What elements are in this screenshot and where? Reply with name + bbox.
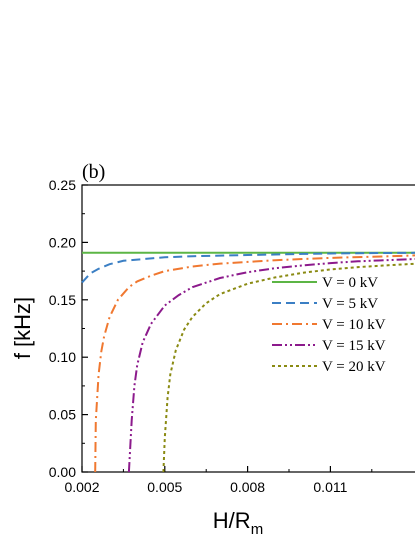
legend-label-5: V = 20 kV — [322, 359, 386, 375]
legend-label-4: V = 15 kV — [322, 338, 386, 354]
y-tick-label: 0.25 — [49, 177, 76, 193]
x-axis-label-subscript: m — [251, 521, 264, 537]
panel-label: (b) — [82, 161, 105, 183]
legend-label-2: V = 5 kV — [322, 296, 378, 312]
x-tick-label: 0.008 — [230, 479, 265, 495]
y-tick-label: 0.20 — [49, 234, 76, 250]
series-line-2 — [81, 251, 415, 284]
series-line-5 — [162, 262, 415, 473]
y-tick-label: 0.10 — [49, 349, 76, 365]
y-tick-label: 0.05 — [49, 407, 76, 423]
series-line-3 — [94, 254, 415, 473]
series-lines — [81, 251, 415, 473]
x-axis-label-main: H/R — [213, 508, 251, 533]
legend-label-1: V = 0 kV — [322, 275, 378, 291]
x-tick-label: 0.002 — [64, 479, 99, 495]
x-tick-label: 0.011 — [313, 479, 347, 495]
plot-area: 0.00 0.05 0.10 0.15 0.20 0.25 0.002 0.005 0.008 0… — [49, 177, 415, 495]
x-tick-label: 0.005 — [147, 479, 182, 495]
y-axis-label: f [kHz] — [10, 297, 35, 359]
series-line-4 — [127, 257, 415, 473]
legend-label-3: V = 10 kV — [322, 317, 386, 333]
y-tick-label: 0.00 — [49, 464, 76, 480]
legend: V = 0 kV V = 5 kV V = 10 kV V = 15 kV V = 20… — [272, 275, 386, 375]
x-axis-label: H/Rm — [213, 508, 263, 537]
y-tick-label: 0.15 — [49, 292, 76, 308]
ticks: 0.00 0.05 0.10 0.15 0.20 0.25 0.002 0.005 0.008 0… — [49, 177, 373, 495]
